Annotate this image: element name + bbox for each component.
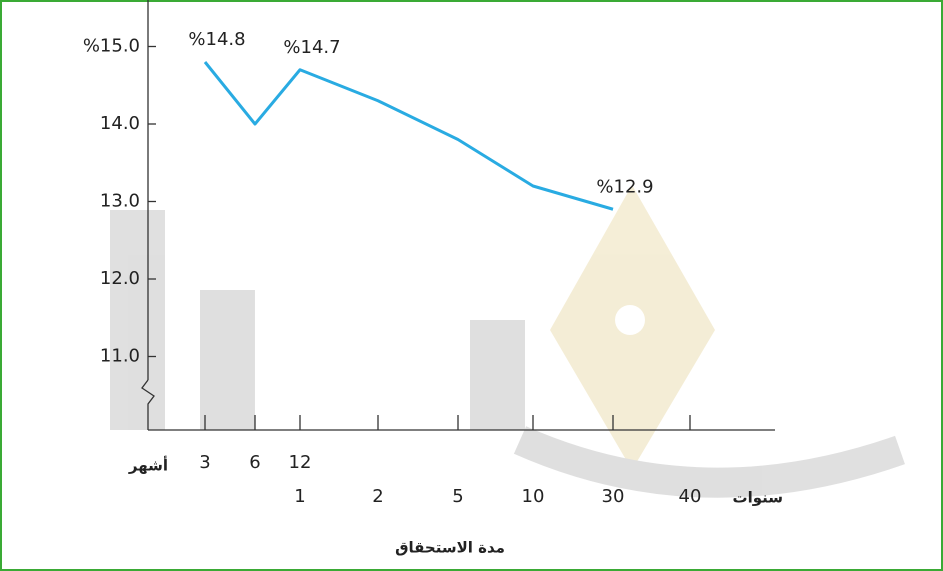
value-label: %14.7: [283, 37, 340, 58]
value-label: %14.8: [188, 29, 245, 50]
month-label: 3: [199, 452, 210, 473]
y-tick-label: 14.0: [100, 113, 140, 134]
chart: أشهر سنوات مدة الاستحقاق %15.014.013.012…: [0, 0, 943, 571]
year-label: 1: [294, 486, 305, 507]
y-tick-label: 12.0: [100, 268, 140, 289]
y-tick-label: 13.0: [100, 191, 140, 212]
year-label: 10: [522, 486, 545, 507]
month-label: 12: [289, 452, 312, 473]
year-label: 5: [452, 486, 463, 507]
month-label: 6: [249, 452, 260, 473]
year-axis-label: سنوات: [733, 489, 784, 507]
y-tick-label: 11.0: [100, 346, 140, 367]
value-label: %12.9: [596, 176, 653, 197]
x-axis-title: مدة الاستحقاق: [395, 539, 505, 557]
month-axis-label: أشهر: [128, 456, 168, 475]
year-label: 40: [679, 486, 702, 507]
y-tick-label: %15.0: [83, 36, 140, 57]
year-label: 30: [602, 486, 625, 507]
year-label: 2: [372, 486, 383, 507]
